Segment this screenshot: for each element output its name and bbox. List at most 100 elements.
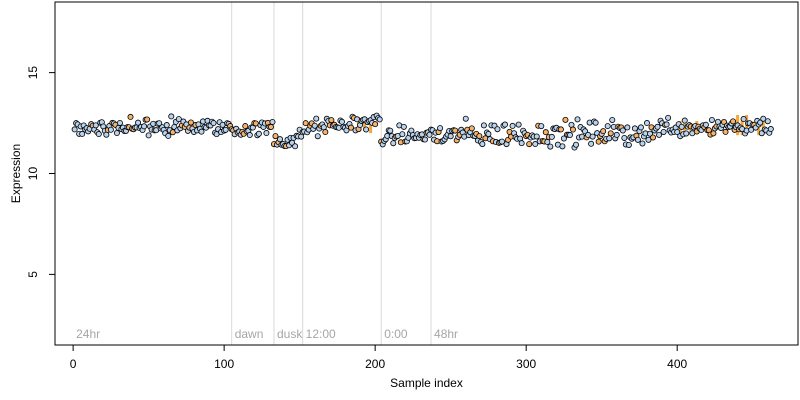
data-point bbox=[502, 121, 509, 128]
data-point bbox=[588, 140, 595, 147]
data-point bbox=[548, 133, 555, 140]
data-point bbox=[760, 115, 767, 122]
data-point bbox=[222, 126, 229, 133]
condition-marker-labels: 24hr dawn dusk 12:00 0:00 48hr bbox=[76, 327, 458, 341]
data-point bbox=[246, 132, 253, 139]
data-point bbox=[634, 136, 641, 143]
condition-marker-lines bbox=[231, 2, 432, 345]
x-tick-label: 100 bbox=[214, 357, 234, 371]
data-point bbox=[639, 140, 646, 147]
x-tick-label: 400 bbox=[667, 357, 687, 371]
data-point bbox=[92, 122, 99, 129]
data-point bbox=[363, 126, 370, 133]
data-point bbox=[708, 116, 715, 123]
data-point bbox=[476, 133, 483, 140]
data-point bbox=[175, 116, 182, 123]
y-tick-label: 15 bbox=[26, 66, 40, 80]
data-point bbox=[447, 133, 454, 140]
data-point bbox=[328, 117, 335, 124]
data-point bbox=[607, 130, 614, 137]
data-point bbox=[267, 123, 274, 130]
data-point bbox=[187, 119, 194, 126]
data-point bbox=[468, 125, 475, 132]
data-point bbox=[650, 134, 657, 141]
data-point bbox=[452, 127, 459, 134]
data-point bbox=[400, 123, 407, 130]
data-points bbox=[71, 112, 774, 151]
data-point bbox=[103, 131, 110, 138]
data-point bbox=[198, 128, 205, 135]
data-point bbox=[437, 125, 444, 132]
data-point bbox=[210, 120, 217, 127]
data-point bbox=[277, 136, 284, 143]
data-point bbox=[621, 134, 628, 141]
data-point bbox=[600, 128, 607, 135]
y-axis: 5 10 15 bbox=[26, 66, 56, 278]
data-point bbox=[145, 132, 152, 139]
data-point bbox=[314, 133, 321, 140]
data-point bbox=[562, 116, 569, 123]
x-tick-label: 300 bbox=[516, 357, 536, 371]
condition-marker-label: 0:00 bbox=[384, 327, 408, 341]
data-point bbox=[574, 116, 581, 123]
data-point bbox=[663, 121, 670, 128]
data-point bbox=[347, 124, 354, 131]
data-point bbox=[631, 125, 638, 132]
data-point bbox=[606, 135, 613, 142]
data-point bbox=[462, 115, 469, 122]
data-point bbox=[127, 113, 134, 120]
data-point bbox=[764, 118, 771, 125]
data-point bbox=[165, 132, 172, 139]
data-point bbox=[372, 121, 379, 128]
data-point bbox=[156, 120, 163, 127]
data-point bbox=[604, 123, 611, 130]
data-point bbox=[722, 128, 729, 135]
data-point bbox=[566, 132, 573, 139]
data-point bbox=[730, 118, 737, 125]
data-point bbox=[107, 126, 114, 133]
data-point bbox=[643, 120, 650, 127]
data-point bbox=[595, 138, 602, 145]
data-point bbox=[647, 130, 654, 137]
data-point bbox=[619, 127, 626, 134]
data-point bbox=[518, 140, 525, 147]
condition-marker-label: dusk bbox=[277, 327, 303, 341]
data-point bbox=[592, 119, 599, 126]
data-point bbox=[95, 131, 102, 138]
data-point bbox=[532, 141, 539, 148]
data-point bbox=[302, 120, 309, 127]
data-point bbox=[544, 138, 551, 145]
condition-marker-label: 12:00 bbox=[306, 327, 336, 341]
data-point bbox=[542, 129, 549, 136]
data-point bbox=[665, 114, 672, 121]
data-point bbox=[113, 130, 120, 137]
data-point bbox=[255, 130, 262, 137]
data-point bbox=[557, 126, 564, 133]
data-point bbox=[683, 130, 690, 137]
data-point bbox=[399, 131, 406, 138]
data-point bbox=[509, 122, 516, 129]
data-point bbox=[390, 140, 397, 147]
x-tick-label: 0 bbox=[70, 357, 77, 371]
data-point bbox=[494, 126, 501, 133]
data-point bbox=[311, 122, 318, 129]
y-tick-label: 5 bbox=[26, 271, 40, 278]
data-point bbox=[589, 133, 596, 140]
data-point bbox=[292, 143, 299, 150]
data-point bbox=[515, 121, 522, 128]
data-point bbox=[144, 116, 151, 123]
data-point bbox=[654, 123, 661, 130]
data-point bbox=[710, 130, 717, 137]
data-point bbox=[79, 130, 86, 137]
y-tick-label: 10 bbox=[26, 167, 40, 181]
x-tick-label: 200 bbox=[365, 357, 385, 371]
data-point bbox=[338, 118, 345, 125]
condition-marker-label: 48hr bbox=[434, 327, 458, 341]
data-point bbox=[559, 143, 566, 150]
plot-frame bbox=[54, 1, 799, 346]
x-axis-label: Sample index bbox=[390, 376, 463, 390]
data-point bbox=[387, 127, 394, 134]
data-point bbox=[263, 130, 270, 137]
data-point bbox=[569, 126, 576, 133]
x-axis: 0 100 200 300 400 bbox=[70, 344, 688, 371]
